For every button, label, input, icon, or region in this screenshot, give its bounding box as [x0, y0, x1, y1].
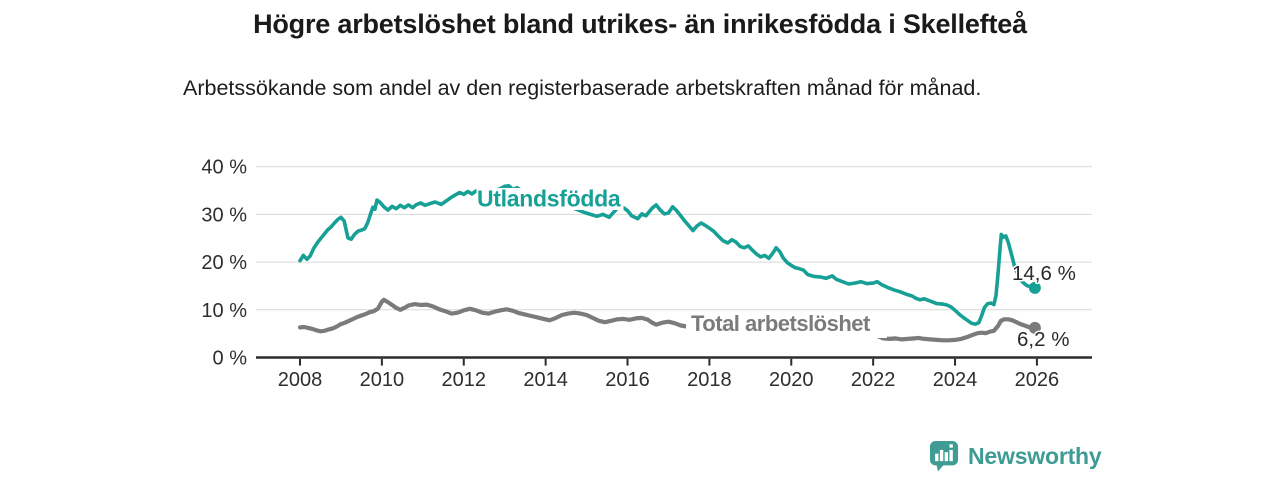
series-line-utlandsfodda: [298, 183, 1037, 326]
series-label-plate: [476, 188, 624, 210]
y-axis-tick-label: 30 %: [201, 204, 247, 226]
x-axis-tick-label: 2016: [605, 369, 650, 391]
y-axis-tick-label: 20 %: [201, 252, 247, 274]
end-value-label-utlandsfodda: 14,6 %: [1012, 262, 1076, 285]
x-axis-tick-label: 2014: [523, 369, 568, 391]
chart-subtitle: Arbetssökande som andel av den registerb…: [183, 76, 982, 100]
series-line-total: [297, 297, 1038, 343]
series-label-utlandsfodda: Utlandsfödda: [477, 186, 621, 212]
x-axis-tick-label: 2008: [278, 369, 323, 391]
newsworthy-logo: Newsworthy: [929, 440, 1102, 472]
y-axis-tick-label: 40 %: [201, 157, 247, 179]
chart-canvas: 0 % 10 % 20 % 30 % 40 % 2008 2010 2012 2014 2016 2…: [201, 157, 1092, 391]
x-axis-tick-label: 2012: [442, 369, 487, 391]
x-axis-tick-label: 2010: [360, 369, 405, 391]
x-axis-tick-label: 2026: [1015, 369, 1059, 391]
y-axis-tick-label: 0 %: [213, 348, 248, 370]
series-label-plate: [686, 313, 887, 338]
series-end-dot-utlandsfodda: [1028, 281, 1041, 294]
x-axis-tick-label: 2020: [769, 369, 814, 391]
series-label-total: Total arbetslöshet: [691, 311, 871, 336]
newsworthy-logo-text: Newsworthy: [968, 442, 1102, 469]
newsworthy-logo-icon: [929, 441, 959, 472]
y-axis-tick-label: 10 %: [201, 300, 247, 322]
x-axis-tick-label: 2018: [687, 369, 732, 391]
page-title: Högre arbetslöshet bland utrikes- än inr…: [253, 9, 1027, 39]
series-end-dot-total: [1028, 321, 1041, 334]
end-value-label-total: 6,2 %: [1017, 328, 1069, 351]
x-axis-tick-label: 2024: [933, 369, 978, 391]
unemployment-line-chart: 0 % 10 % 20 % 30 % 40 % 2008 2010 2012 2014 2016 2…: [180, 148, 1100, 410]
x-axis-tick-label: 2022: [851, 369, 896, 391]
